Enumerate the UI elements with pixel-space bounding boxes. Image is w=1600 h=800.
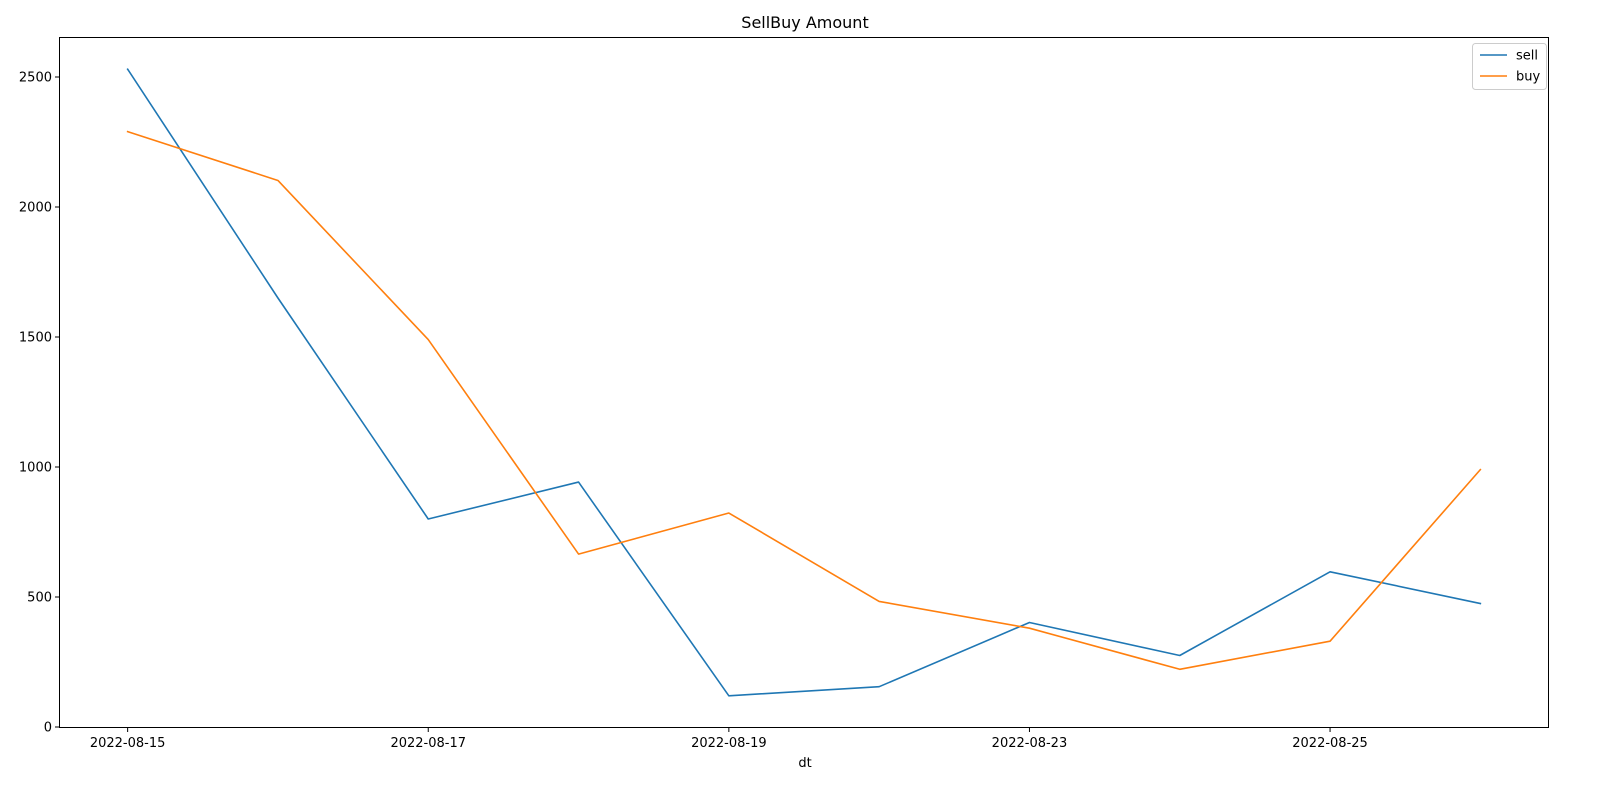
x-axis: 2022-08-15 2022-08-17 2022-08-19 2022-08-23… — [90, 727, 1368, 751]
y-tick-label: 2500 — [19, 71, 52, 86]
y-tick-label: 500 — [27, 591, 52, 606]
plot-area-frame — [59, 37, 1549, 728]
x-tick-label: 2022-08-19 — [691, 736, 767, 751]
y-tick-label: 1000 — [19, 461, 52, 476]
legend-label-sell: sell — [1516, 49, 1538, 64]
series-line-buy — [126, 130, 1482, 671]
y-tick-label: 2000 — [19, 201, 52, 216]
legend-label-buy: buy — [1516, 70, 1540, 85]
chart-title: SellBuy Amount — [741, 13, 868, 32]
y-tick-label: 1500 — [19, 331, 52, 346]
y-tick-label: 0 — [44, 721, 52, 736]
y-axis: 0 500 1000 1500 2000 2500 — [19, 71, 60, 736]
x-tick-label: 2022-08-23 — [992, 736, 1068, 751]
series-layer — [126, 68, 1482, 697]
x-axis-label: dt — [798, 756, 811, 771]
legend: sell buy — [1472, 43, 1547, 90]
x-tick-label: 2022-08-25 — [1292, 736, 1368, 751]
x-tick-label: 2022-08-15 — [90, 736, 166, 751]
x-tick-label: 2022-08-17 — [390, 736, 466, 751]
series-line-sell — [126, 68, 1482, 697]
